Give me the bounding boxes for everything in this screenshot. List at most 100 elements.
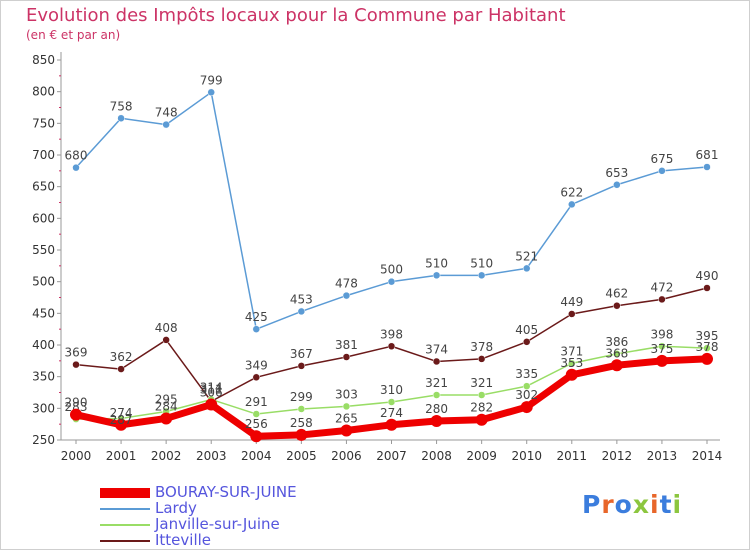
x-tick-label: 2003 [196, 449, 227, 463]
data-point [207, 88, 215, 97]
data-point [115, 418, 128, 431]
data-point [342, 402, 351, 411]
data-label: 299 [290, 390, 313, 404]
data-point [613, 181, 621, 189]
data-label: 675 [650, 152, 673, 166]
x-tick-label: 2011 [557, 449, 588, 463]
data-label: 287 [110, 413, 133, 427]
x-tick-label: 2006 [331, 449, 362, 463]
data-point [522, 338, 531, 346]
data-point [387, 342, 396, 351]
proxiti-logo: Proxiti [582, 490, 682, 519]
data-point [387, 277, 396, 286]
data-point [658, 295, 666, 304]
data-label: 335 [515, 367, 538, 381]
data-point [297, 405, 306, 413]
data-point [432, 357, 441, 366]
data-label: 381 [335, 338, 358, 352]
data-point [72, 360, 80, 369]
x-tick-label: 2005 [286, 449, 317, 463]
data-label: 398 [380, 327, 403, 341]
data-label: 295 [155, 393, 178, 407]
data-point [252, 373, 261, 382]
data-label: 306 [200, 386, 223, 400]
data-point [658, 342, 666, 351]
data-point [117, 114, 125, 123]
x-tick-label: 2004 [241, 449, 272, 463]
data-point [342, 353, 351, 361]
series-itteville: 369 362 408 311 349 367 381 398 374 378 405 449 462 4… [65, 269, 719, 406]
x-tick-label: 2008 [421, 449, 452, 463]
x-tick-label: 2007 [376, 449, 407, 463]
data-label: 321 [425, 376, 448, 390]
data-label: 282 [470, 401, 493, 415]
data-point [432, 391, 441, 399]
data-point [568, 200, 576, 209]
y-tick-label: 550 [32, 243, 55, 257]
logo-letter: i [672, 490, 683, 519]
data-point [70, 408, 82, 421]
x-tick-label: 2002 [151, 449, 182, 463]
data-label: 353 [560, 356, 583, 370]
data-label: 408 [155, 321, 178, 335]
data-label: 290 [65, 396, 88, 410]
series-bouray-sur-juine: 290 274 284 306 256 258 265 274 280 282 302 353 368 3… [65, 340, 718, 443]
y-tick-label: 500 [32, 275, 55, 289]
x-tick-label: 2000 [61, 449, 92, 463]
data-point [568, 310, 576, 318]
data-point [522, 382, 531, 390]
data-point [568, 359, 576, 368]
logo-letter: r [601, 490, 615, 519]
data-label: 462 [605, 287, 628, 301]
data-label: 258 [290, 416, 313, 430]
data-label: 362 [110, 350, 133, 364]
y-tick-label: 350 [32, 370, 55, 384]
chart-subtitle: (en € et par an) [26, 28, 121, 42]
data-point [162, 120, 170, 129]
data-point [613, 301, 621, 310]
logo-letter: o [614, 490, 633, 519]
data-point [385, 418, 398, 431]
data-point [387, 398, 396, 406]
logo-letter: i [650, 490, 660, 519]
data-point [658, 167, 666, 175]
data-label: 510 [425, 256, 448, 270]
data-label: 321 [470, 376, 493, 390]
data-label: 369 [65, 346, 88, 360]
data-label: 478 [335, 277, 358, 291]
data-label: 371 [560, 344, 583, 358]
data-point [703, 163, 711, 171]
data-label: 681 [696, 148, 719, 162]
data-label: 653 [605, 166, 628, 180]
data-label: 622 [560, 185, 583, 199]
y-tick-label: 250 [32, 433, 55, 447]
data-label: 748 [155, 106, 178, 120]
data-point [477, 271, 486, 280]
data-point [340, 424, 353, 437]
x-tick-label: 2001 [106, 449, 137, 463]
x-tick-label: 2012 [602, 449, 633, 463]
data-point [701, 352, 713, 365]
data-label: 405 [515, 323, 538, 337]
data-label: 274 [110, 406, 133, 420]
legend-label: Itteville [155, 531, 212, 549]
data-point [295, 428, 308, 441]
data-label: 280 [425, 402, 448, 416]
data-label: 284 [155, 399, 178, 413]
data-point [162, 336, 170, 344]
y-tick-label: 400 [32, 338, 55, 352]
data-label: 374 [425, 342, 448, 356]
data-point [477, 355, 486, 363]
data-point [522, 264, 531, 273]
data-label: 453 [290, 292, 313, 306]
y-tick-label: 300 [32, 401, 55, 415]
data-label: 490 [696, 269, 719, 283]
data-label: 367 [290, 347, 313, 361]
data-point [703, 284, 711, 292]
x-tick-label: 2010 [511, 449, 542, 463]
legend-label: Lardy [155, 499, 197, 517]
data-point [430, 415, 443, 427]
legend-label: BOURAY-SUR-JUINE [155, 483, 297, 501]
data-label: 799 [200, 73, 223, 87]
data-label: 680 [65, 149, 88, 163]
